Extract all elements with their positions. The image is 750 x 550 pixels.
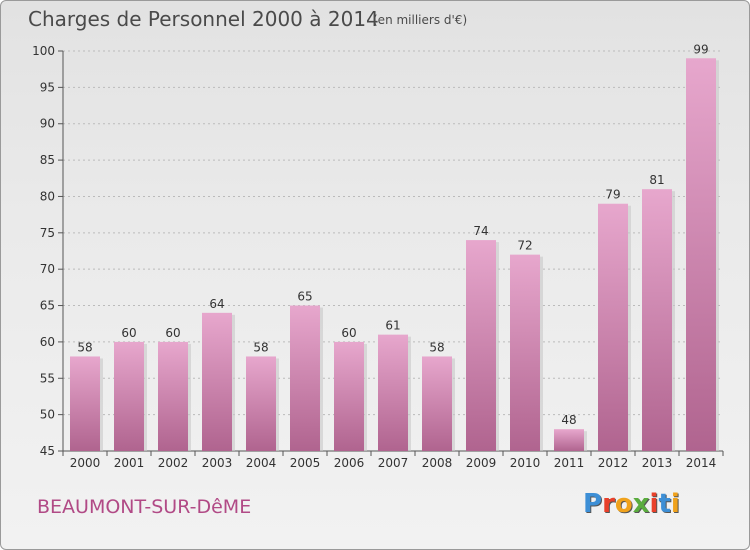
bar-2009 (466, 240, 496, 451)
bar-2012 (598, 203, 628, 451)
data-label-2010: 72 (517, 239, 532, 253)
data-label-2009: 74 (473, 224, 488, 238)
x-tick-label-2012: 2012 (598, 456, 629, 470)
data-label-2002: 60 (165, 326, 180, 340)
bar-2008 (422, 356, 452, 451)
x-tick-label-2011: 2011 (554, 456, 585, 470)
x-tick-label-2002: 2002 (158, 456, 189, 470)
commune-name: BEAUMONT-SUR-DêME (37, 496, 252, 518)
bar-2007 (378, 334, 408, 451)
data-label-2011: 48 (561, 413, 576, 427)
data-label-2000: 58 (77, 340, 92, 354)
y-tick-label: 60 (40, 335, 55, 349)
bar-2006 (334, 341, 364, 451)
data-label-2014: 99 (693, 42, 708, 56)
data-label-2001: 60 (121, 326, 136, 340)
y-tick-label: 85 (40, 153, 55, 167)
data-label-2006: 60 (341, 326, 356, 340)
logo-letter: P (583, 489, 603, 519)
x-tick-label-2004: 2004 (246, 456, 277, 470)
bar-2014 (686, 58, 716, 451)
bar-2003 (202, 312, 232, 451)
x-tick-label-2005: 2005 (290, 456, 321, 470)
y-tick-label: 90 (40, 117, 55, 131)
y-tick-label: 80 (40, 189, 55, 203)
data-label-2008: 58 (429, 340, 444, 354)
logo-letter: x (632, 489, 650, 519)
bar-2000 (70, 356, 100, 451)
logo-letter: i (670, 489, 680, 519)
x-tick-label-2013: 2013 (642, 456, 673, 470)
x-tick-label-2003: 2003 (202, 456, 233, 470)
y-tick-label: 70 (40, 262, 55, 276)
data-label-2004: 58 (253, 340, 268, 354)
data-label-2013: 81 (649, 173, 664, 187)
bar-2001 (114, 341, 144, 451)
x-tick-label-2007: 2007 (378, 456, 409, 470)
y-tick-label: 65 (40, 299, 55, 313)
y-tick-label: 100 (32, 44, 55, 58)
label-layer: 58 60 60 64 58 65 60 61 58 74 72 48 79 81 99 (77, 42, 708, 427)
x-tick-label-2001: 2001 (114, 456, 145, 470)
y-tick-label: 95 (40, 80, 55, 94)
bar-2013 (642, 189, 672, 451)
bar-2005 (290, 305, 320, 451)
data-label-2005: 65 (297, 290, 312, 304)
chart-subtitle: (en milliers d'€) (373, 13, 468, 27)
logo-letter: i (649, 489, 659, 519)
y-tick-label: 45 (40, 444, 55, 458)
y-tick-label: 75 (40, 226, 55, 240)
proxiti-logo: Proxiti (583, 489, 680, 519)
x-tick-label-2010: 2010 (510, 456, 541, 470)
bar-2011 (554, 429, 584, 451)
logo-letter: r (602, 489, 615, 519)
y-tick-label: 55 (40, 371, 55, 385)
x-tick-label-2014: 2014 (686, 456, 717, 470)
bar-layer (70, 58, 719, 451)
bar-2002 (158, 341, 188, 451)
data-label-2003: 64 (209, 297, 224, 311)
chart-title: Charges de Personnel 2000 à 2014 (28, 7, 379, 31)
data-label-2012: 79 (605, 188, 620, 202)
x-tick-label-2000: 2000 (70, 456, 101, 470)
logo-letter: o (614, 489, 633, 519)
x-tick-label-2009: 2009 (466, 456, 497, 470)
x-tick-label-2008: 2008 (422, 456, 453, 470)
bar-2010 (510, 254, 540, 451)
logo-letter: t (658, 489, 671, 519)
data-label-2007: 61 (385, 319, 400, 333)
y-tick-label: 50 (40, 408, 55, 422)
bar-2004 (246, 356, 276, 451)
x-tick-label-2006: 2006 (334, 456, 365, 470)
